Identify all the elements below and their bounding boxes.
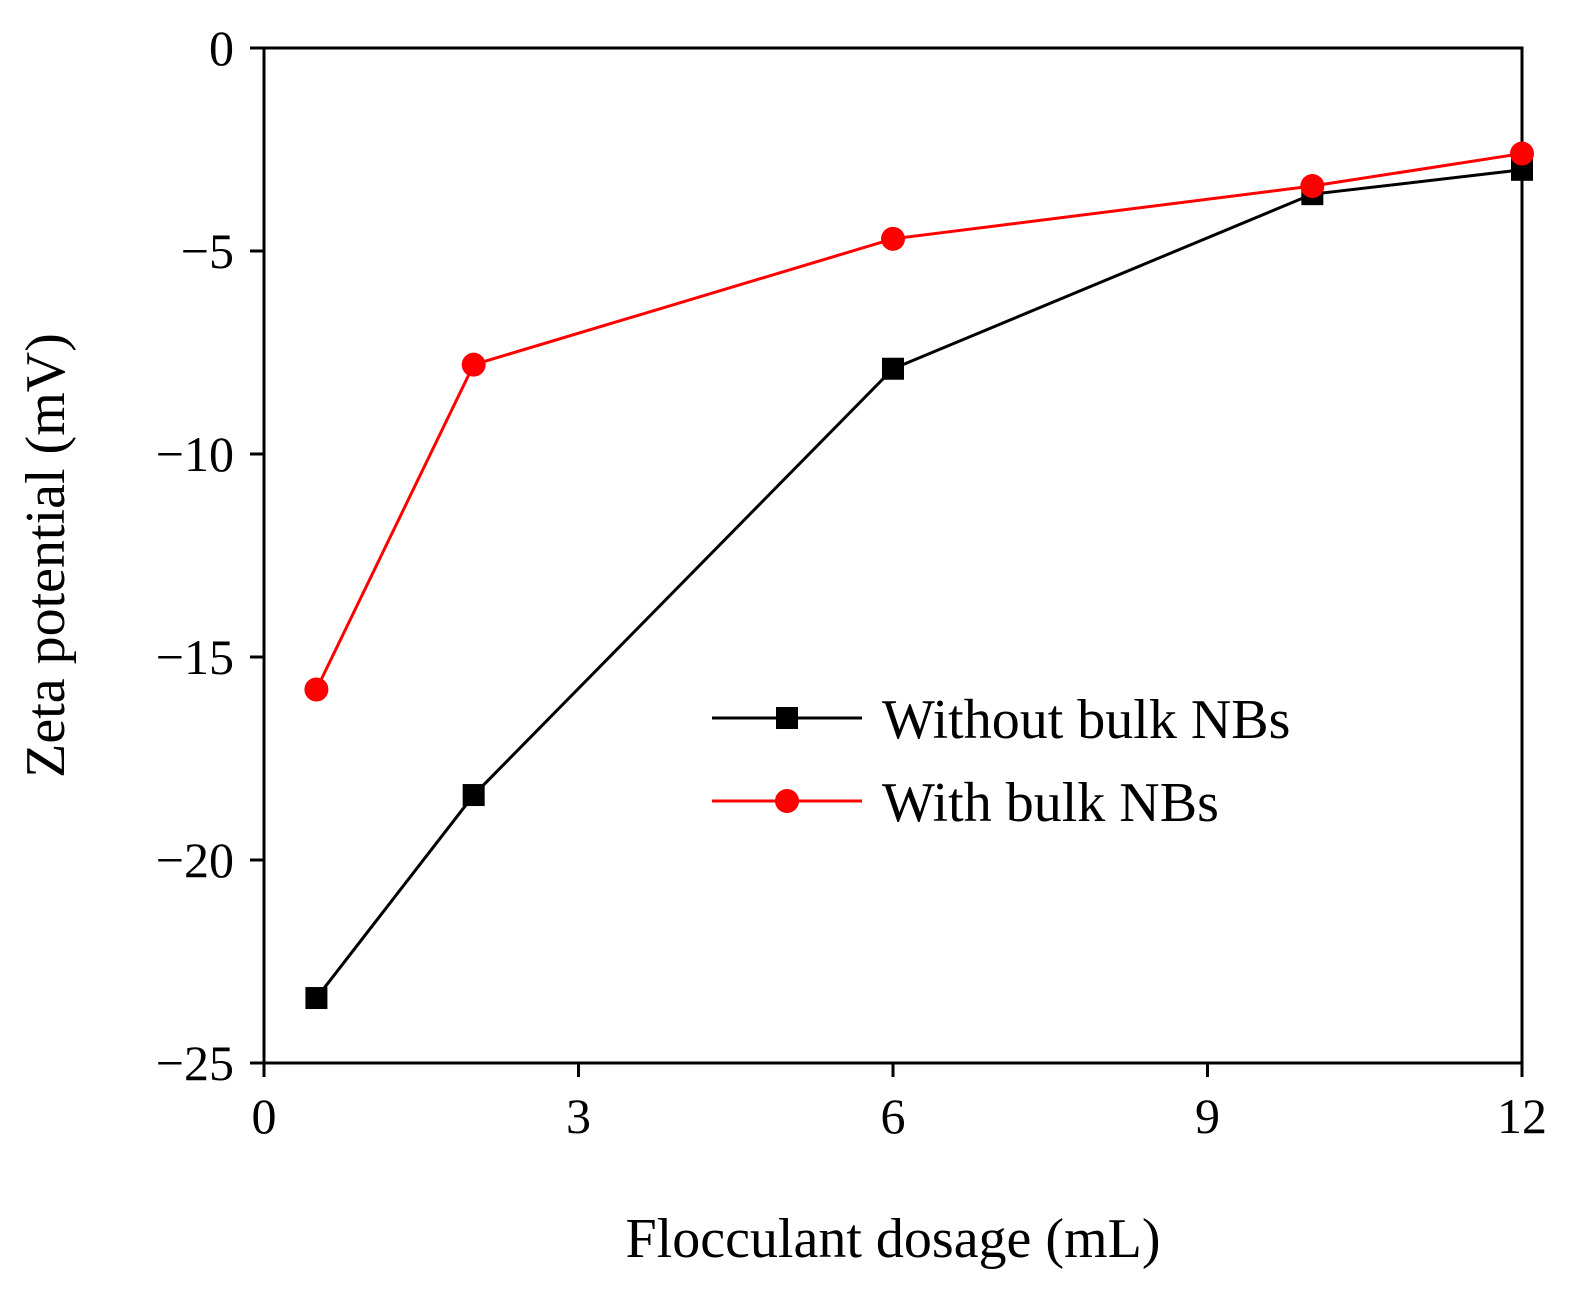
y-tick-label: −5	[181, 223, 234, 279]
data-point-circle	[461, 352, 486, 377]
series-line	[315, 152, 1523, 691]
x-tick-label: 9	[1195, 1088, 1220, 1144]
data-point-circle	[304, 677, 329, 702]
data-point-circle	[881, 226, 905, 251]
legend-marker-circle	[775, 789, 799, 813]
legend-item: Without bulk NBs	[712, 689, 1290, 751]
x-tick-label: 6	[881, 1088, 906, 1144]
data-point-square	[882, 357, 904, 380]
x-axis-ticks: 0 3 6 9 12	[252, 1063, 1547, 1144]
plot-border	[262, 46, 1524, 1065]
data-point-square	[1511, 158, 1533, 181]
x-tick-label: 3	[566, 1088, 591, 1144]
data-point-square	[305, 987, 328, 1010]
data-point-circle	[1510, 141, 1534, 166]
x-tick-label: 0	[252, 1088, 277, 1144]
legend: Without bulk NBs With bulk NBs	[712, 689, 1290, 834]
legend-marker-square	[776, 707, 798, 729]
series-line	[315, 168, 1523, 999]
y-tick-label: 0	[209, 20, 234, 76]
x-axis-title: Flocculant dosage (mL)	[626, 1208, 1161, 1270]
legend-item: With bulk NBs	[712, 772, 1219, 834]
y-tick-label: −20	[156, 832, 234, 888]
data-point-circle	[1300, 174, 1325, 199]
plot-frame	[262, 46, 1524, 1065]
series-2	[304, 141, 1534, 702]
series-layer	[304, 141, 1534, 1010]
y-tick-label: −10	[156, 426, 234, 482]
legend-label: With bulk NBs	[882, 772, 1219, 834]
data-point-square	[462, 784, 485, 807]
x-tick-label: 12	[1497, 1088, 1547, 1144]
series-1	[305, 158, 1533, 1010]
legend-label: Without bulk NBs	[882, 689, 1290, 751]
y-tick-label: −25	[156, 1035, 234, 1091]
y-tick-label: −15	[156, 629, 234, 685]
y-axis-title: Zeta potential (mV)	[15, 333, 77, 778]
y-axis-ticks: 0 −5 −10 −15 −20 −25	[156, 20, 264, 1091]
